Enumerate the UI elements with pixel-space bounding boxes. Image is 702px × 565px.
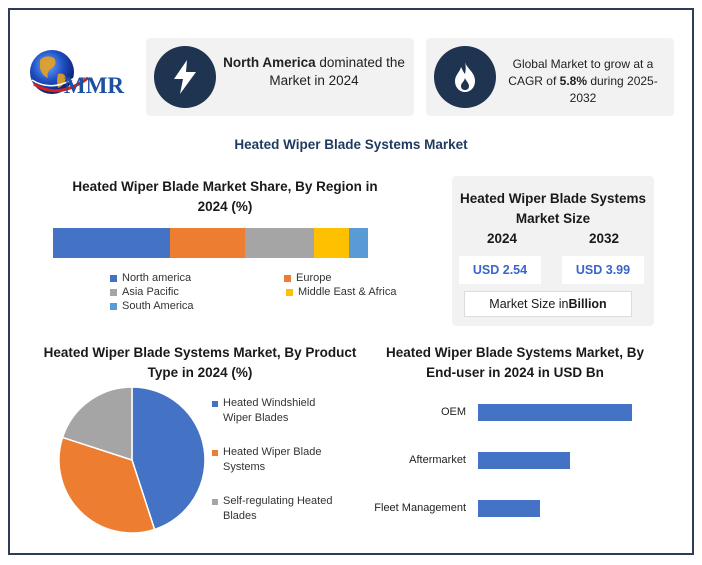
legend-label: Heated Wiper Blade Systems	[223, 446, 322, 473]
market-size-title: Heated Wiper Blade Systems Market Size	[460, 191, 646, 226]
region-segment-north-america	[53, 228, 170, 258]
bar-oem	[478, 404, 632, 421]
legend-label: North america	[122, 272, 192, 284]
year-2024-label: 2024	[486, 231, 518, 246]
pie-legend-item-self-regulating-heated-blades: Self-regulating Heated Blades	[212, 494, 343, 524]
market-size-panel: Heated Wiper Blade Systems Market Size 2…	[452, 176, 654, 326]
enduser-chart-title: Heated Wiper Blade Systems Market, By En…	[386, 345, 644, 380]
value-2032: USD 3.99	[562, 256, 644, 284]
legend-swatch	[212, 450, 218, 456]
product-chart-title: Heated Wiper Blade Systems Market, By Pr…	[43, 345, 357, 380]
insight-card-cagr: Global Market to grow at a CAGR of 5.8% …	[426, 38, 674, 116]
legend-item-middle-east-africa: Middle East & Africa	[286, 286, 396, 298]
region-segment-europe	[169, 228, 246, 258]
legend-swatch	[110, 302, 117, 310]
pie-slice-heated-wiper-blade-systems	[58, 436, 156, 534]
insight-card-region: North America dominated the Market in 20…	[146, 38, 414, 116]
legend-swatch	[286, 288, 293, 296]
infographic-frame	[8, 8, 694, 555]
legend-label: Middle East & Africa	[298, 286, 397, 298]
legend-item-north-america: North america	[110, 272, 191, 284]
category-label-fleet-management: Fleet Management	[374, 502, 466, 514]
pie-legend-item-heated-windshield-wiper-blades: Heated Windshield Wiper Blades	[212, 396, 343, 426]
pie-legend-item-heated-wiper-blade-systems: Heated Wiper Blade Systems	[212, 445, 343, 475]
lightning-badge	[154, 46, 216, 108]
legend-label: Self-regulating Heated Blades	[223, 495, 333, 522]
main-title: Heated Wiper Blade Systems Market	[234, 137, 468, 152]
product-pie-chart	[58, 386, 206, 534]
legend-label: South America	[122, 300, 194, 312]
legend-label: Asia Pacific	[122, 286, 179, 298]
flame-icon	[455, 62, 475, 92]
legend-item-south-america: South America	[110, 300, 194, 312]
lightning-icon	[174, 60, 196, 94]
legend-label: Heated Windshield Wiper Blades	[223, 397, 316, 424]
market-size-unit: Market Size in Billion	[464, 291, 632, 317]
region-segment-asia-pacific	[245, 228, 315, 258]
legend-swatch	[110, 274, 117, 282]
category-label-oem: OEM	[440, 406, 466, 418]
bar-fleet-management	[478, 500, 540, 517]
globe-icon	[30, 50, 89, 94]
legend-swatch	[212, 401, 218, 407]
region-insight-text: North America dominated the Market in 20…	[223, 55, 405, 88]
value-2024: USD 2.54	[459, 256, 541, 284]
region-stacked-bar	[53, 228, 368, 258]
year-2032-label: 2032	[588, 231, 620, 246]
legend-item-europe: Europe	[284, 272, 331, 284]
region-chart-title: Heated Wiper Blade Market Share, By Regi…	[72, 179, 378, 214]
logo-text: MMR	[64, 73, 125, 98]
legend-swatch	[212, 499, 218, 505]
region-segment-middle-east-africa	[314, 228, 350, 258]
legend-swatch	[284, 274, 291, 282]
legend-item-asia-pacific: Asia Pacific	[110, 286, 179, 298]
pie-slice-self-regulating-heated-blades	[61, 386, 133, 462]
legend-label: Europe	[296, 272, 332, 284]
legend-swatch	[110, 288, 117, 296]
region-segment-south-america	[349, 228, 368, 258]
pie-slice-heated-windshield-wiper-blades	[131, 386, 206, 531]
cagr-insight-text: Global Market to grow at a CAGR of 5.8% …	[508, 57, 658, 105]
bar-aftermarket	[478, 452, 571, 469]
flame-badge	[434, 46, 496, 108]
category-label-aftermarket: Aftermarket	[409, 454, 466, 466]
